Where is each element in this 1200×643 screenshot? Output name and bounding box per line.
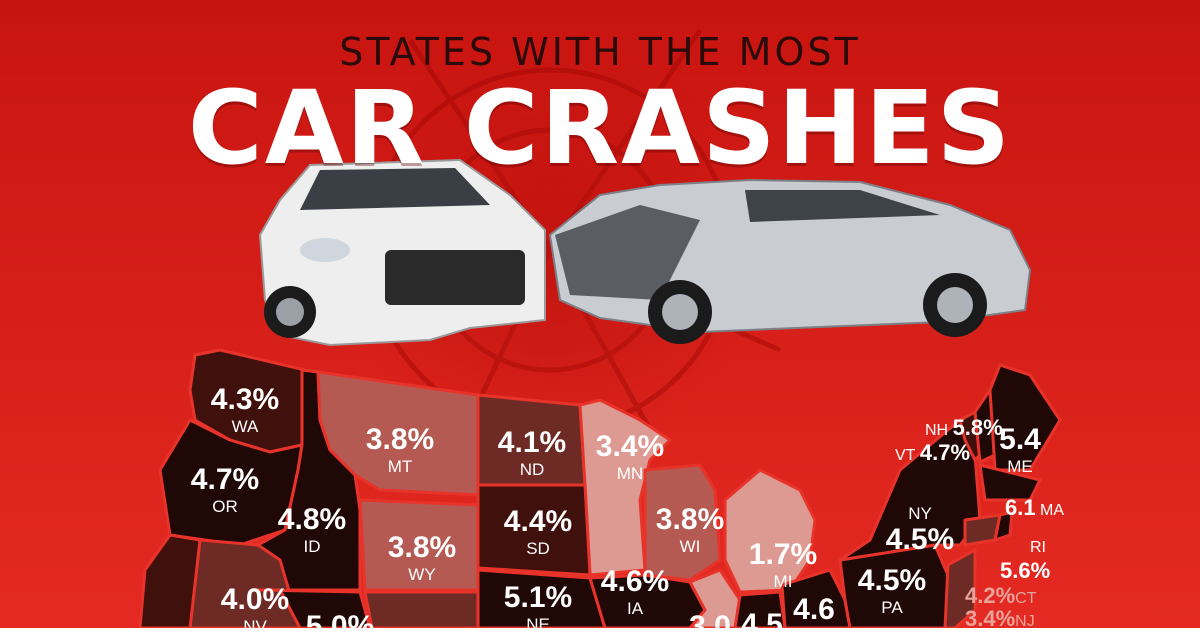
headline-title: CAR CRASHES — [187, 69, 1013, 188]
state-callout-ri: RI — [1030, 539, 1046, 556]
state-label-il: 3.0 — [689, 610, 731, 643]
state-nj — [943, 548, 977, 628]
state-mi — [723, 468, 817, 594]
state-il — [688, 568, 742, 628]
us-map — [138, 348, 1062, 628]
state-co — [363, 590, 480, 628]
state-callout-nh: NH 5.8% — [925, 415, 1003, 440]
state-callout-ma: 6.1 MA — [1005, 495, 1065, 520]
state-callout-nj: 3.4%NJ — [965, 606, 1035, 631]
state-label-mn: 3.4% MN — [595, 430, 665, 483]
state-ne — [476, 568, 607, 628]
state-callout-ri-value: 5.6% — [1000, 558, 1051, 583]
state-label-wy: 3.8% WY — [387, 531, 457, 584]
state-label-ia: 4.6% IA — [600, 565, 670, 618]
state-in — [733, 590, 787, 628]
state-ma — [978, 463, 1042, 502]
state-label-me: 5.4 ME — [999, 423, 1041, 476]
state-label-pa: 4.5% PA — [857, 564, 927, 617]
state-label-wa: 4.3% WA — [210, 383, 280, 436]
state-ut — [256, 588, 372, 628]
white-sedan-crashed — [258, 158, 546, 347]
state-label-nd: 4.1% ND — [497, 426, 567, 479]
state-label-in: 4.5 — [741, 608, 783, 641]
state-label-or: 4.7% OR — [190, 463, 260, 516]
state-label-sd: 4.4% SD — [503, 505, 573, 558]
kicker-title: STATES WITH THE MOST — [339, 30, 861, 74]
state-label-oh: 4.6 — [793, 593, 835, 626]
state-callout-vt: VT 4.7% — [895, 440, 971, 465]
state-ca — [138, 533, 202, 628]
state-label-mi: 1.7% MI — [748, 538, 818, 591]
state-label-ny: NY 4.5% — [885, 504, 955, 556]
state-callout-ct: 4.2%CT — [965, 583, 1037, 608]
infographic-artwork — [0, 0, 1200, 628]
state-label-id: 4.8% ID — [277, 503, 347, 556]
state-label-ut: 5.0% — [305, 610, 375, 643]
silver-sedan-crashed — [548, 178, 1032, 344]
state-label-nv: 4.0% NV — [220, 583, 290, 636]
state-label-mt: 3.8% MT — [365, 423, 435, 476]
state-label-ne: 5.1% NE — [503, 581, 573, 634]
state-label-wi: 3.8% WI — [655, 503, 725, 556]
state-ri — [993, 510, 1014, 542]
